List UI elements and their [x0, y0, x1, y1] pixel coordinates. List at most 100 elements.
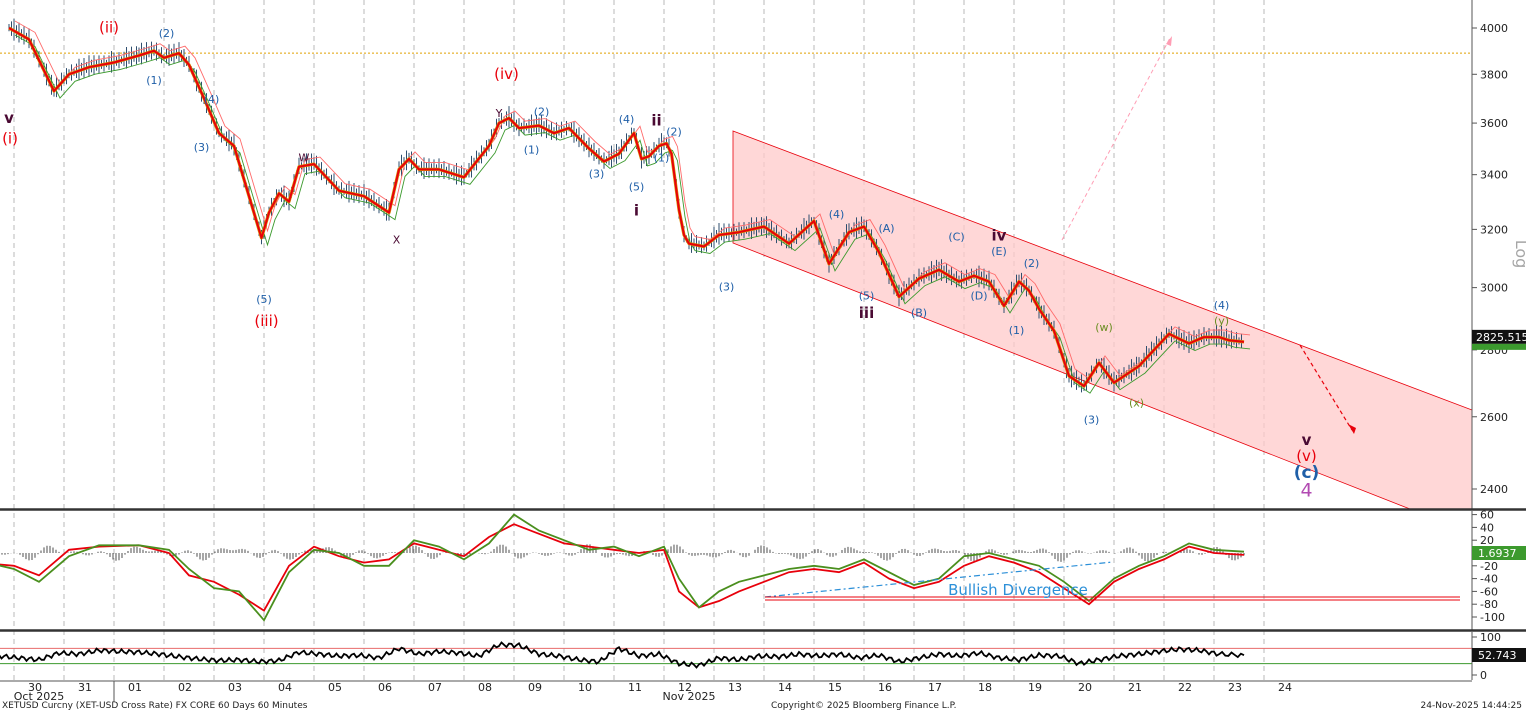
- time-tick-label: 16: [878, 681, 892, 694]
- time-tick-label: 10: [578, 681, 592, 694]
- rsi-badge-value: 52.743: [1478, 649, 1517, 662]
- wave-label: (i): [2, 129, 18, 147]
- momentum-line: [0, 523, 1245, 612]
- time-tick-label: 11: [628, 681, 642, 694]
- momentum-tick-label: -80: [1480, 598, 1498, 611]
- time-tick-label: 20: [1078, 681, 1092, 694]
- wave-label: (3): [589, 167, 605, 180]
- wave-label: (A): [878, 222, 894, 235]
- price-badge-band: [1472, 343, 1526, 350]
- time-tick-label: 23: [1228, 681, 1242, 694]
- price-panel: (ii) (2) (1) (4) (3) v (i) W (5) (iii) X (iv) Y (2) (1…: [0, 0, 1526, 510]
- wave-label: (x): [1129, 396, 1144, 409]
- wave-label: (1): [654, 151, 670, 164]
- projection-arrowhead: [1166, 36, 1172, 46]
- momentum-line: [0, 513, 1245, 622]
- time-tick-label: 02: [178, 681, 192, 694]
- momentum-tick-label: 60: [1480, 509, 1494, 522]
- momentum-value-badge: 1.6937: [1472, 546, 1526, 560]
- wave-label: (2): [159, 27, 175, 40]
- wave-label: (w): [1095, 321, 1113, 334]
- price-badge-bg: [1472, 329, 1526, 344]
- time-tick-label: 08: [478, 681, 492, 694]
- momentum-tick-label: 40: [1480, 521, 1494, 534]
- projection-up-arrow: [1061, 37, 1171, 241]
- wave-label: (5): [859, 290, 875, 303]
- footer-timestamp: 24-Nov-2025 14:44:25: [1420, 701, 1522, 711]
- wave-label: (1): [146, 74, 162, 87]
- momentum-tick-label: 20: [1480, 534, 1494, 547]
- projection-down-arrow: [1299, 344, 1353, 431]
- wave-label: (4): [829, 208, 845, 221]
- momentum-tick-label: -60: [1480, 585, 1498, 598]
- rsi-badge-bg: [1472, 648, 1526, 662]
- time-month-label: Oct 2025: [14, 690, 65, 703]
- time-tick-label: 05: [328, 681, 342, 694]
- time-tick-label: 17: [928, 681, 942, 694]
- wave-label: (2): [1024, 257, 1040, 270]
- time-tick-label: 18: [978, 681, 992, 694]
- wave-label: W: [299, 151, 310, 164]
- projection-arrowhead: [1348, 424, 1356, 434]
- time-tick-label: 24: [1278, 681, 1292, 694]
- time-tick-label: 12: [678, 681, 692, 694]
- wave-label: (2): [534, 106, 550, 119]
- wave-label: (3): [194, 141, 210, 154]
- price-tick-label: 3800: [1480, 68, 1508, 81]
- wave-label: (y): [1214, 314, 1229, 327]
- wave-label: (C): [948, 231, 964, 244]
- footer-copyright: Copyright© 2025 Bloomberg Finance L.P.: [771, 701, 957, 711]
- time-tick-label: 14: [778, 681, 792, 694]
- wave-label: (4): [1214, 299, 1230, 312]
- wave-label: (3): [1084, 414, 1100, 427]
- log-axis-label: Log: [1512, 240, 1526, 269]
- wave-label: (B): [911, 307, 927, 320]
- time-tick-label: 03: [228, 681, 242, 694]
- wave-label: (3): [719, 281, 735, 294]
- rsi-tick-label: 100: [1480, 631, 1501, 644]
- price-series: [8, 18, 1251, 394]
- price-tick-label: 3200: [1480, 223, 1508, 236]
- wave-label: (5): [629, 181, 645, 194]
- rsi-value-badge: 52.743: [1472, 648, 1526, 662]
- time-tick-label: 06: [378, 681, 392, 694]
- price-tick-label: 4000: [1480, 22, 1508, 35]
- wave-label: 4: [1300, 480, 1312, 502]
- wave-label: X: [393, 234, 401, 247]
- time-tick-label: 22: [1178, 681, 1192, 694]
- wave-label: iii: [859, 304, 874, 322]
- rsi-tick-label: 0: [1480, 669, 1487, 682]
- momentum-badge-value: 1.6937: [1478, 547, 1517, 560]
- momentum-badge-bg: [1472, 546, 1526, 560]
- time-month-label: Nov 2025: [663, 690, 716, 703]
- wave-label: i: [634, 201, 639, 219]
- time-tick-label: 30: [28, 681, 42, 694]
- wave-label: (c): [1294, 463, 1320, 483]
- bullish-divergence-label: Bullish Divergence: [948, 581, 1088, 599]
- divergence-line: [764, 561, 1114, 598]
- rsi-series: [0, 641, 1472, 669]
- footer-security-name: XETUSD Curcny (XET-USD Cross Rate) FX CO…: [2, 701, 308, 711]
- wave-label: iv: [992, 227, 1007, 245]
- momentum-series: [0, 513, 1460, 622]
- time-tick-label: 19: [1028, 681, 1042, 694]
- wave-label: (1): [524, 144, 540, 157]
- wave-label: (v): [1296, 447, 1317, 465]
- price-tick-label: 3400: [1480, 169, 1508, 182]
- time-tick-label: 09: [528, 681, 542, 694]
- momentum-tick-label: -40: [1480, 573, 1498, 586]
- wave-label: (iv): [494, 65, 519, 83]
- wave-label: (4): [204, 93, 220, 106]
- wave-label: Y: [495, 107, 503, 120]
- wave-label: (4): [619, 113, 635, 126]
- rsi-panel: 050100 52.743: [0, 631, 1526, 682]
- upper-band-line: [14, 20, 1251, 380]
- price-line: [8, 27, 1245, 388]
- price-tick-label: 3600: [1480, 117, 1508, 130]
- last-price-badge: 2825.515: [1472, 329, 1526, 350]
- time-tick-label: 15: [828, 681, 842, 694]
- wave-label: (iii): [254, 312, 278, 330]
- wave-labels: (ii) (2) (1) (4) (3) v (i) W (5) (iii) X (iv) Y (2) (1…: [2, 19, 1319, 502]
